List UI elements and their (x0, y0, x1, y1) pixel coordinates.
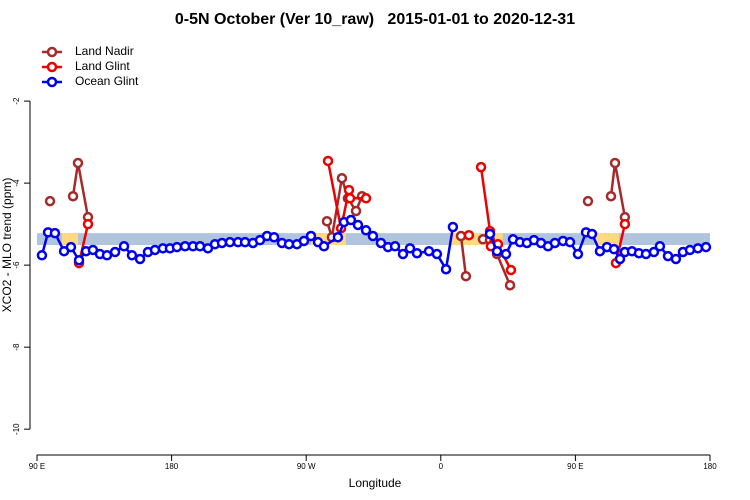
x-tick-label: 180 (703, 462, 717, 471)
y-tick-label: -6 (12, 261, 21, 269)
data-point (65, 241, 77, 253)
data-point (411, 247, 423, 259)
y-tick-label: -2 (12, 97, 21, 105)
data-point (345, 214, 357, 226)
data-point (101, 250, 113, 261)
data-point (352, 219, 364, 231)
data-point (72, 157, 84, 169)
data-point (109, 246, 121, 258)
data-point (463, 229, 475, 241)
data-point (504, 279, 516, 291)
x-tick-label: 90 E (567, 462, 583, 471)
legend-item: Ocean Glint (42, 74, 139, 88)
data-point (298, 235, 310, 247)
y-axis-title: XCO2 - MLO trend (ppm) (0, 178, 14, 313)
data-point (440, 263, 452, 275)
data-point (700, 241, 712, 253)
data-point (36, 250, 48, 261)
data-point (475, 161, 487, 173)
data-point (49, 227, 61, 239)
legend-item: Land Nadir (42, 44, 134, 58)
data-point (564, 236, 576, 248)
data-point (332, 231, 344, 243)
data-point (322, 155, 334, 167)
data-point (318, 241, 330, 252)
data-point (224, 236, 236, 248)
data-point (549, 237, 561, 249)
data-point (118, 241, 130, 252)
data-point (149, 244, 161, 256)
data-point (82, 218, 94, 230)
x-axis-title: Longitude (349, 476, 402, 490)
data-point (67, 190, 79, 202)
legend-marker (46, 61, 58, 73)
data-point (73, 254, 85, 266)
y-tick-label: -8 (12, 343, 21, 351)
data-point (670, 253, 682, 265)
data-point (360, 193, 372, 204)
data-point (305, 230, 317, 242)
data-point (404, 243, 416, 254)
data-point (389, 241, 401, 252)
data-point (619, 218, 631, 230)
highlight (594, 233, 619, 246)
x-tick-label: 0 (439, 462, 444, 471)
data-point (134, 253, 146, 265)
data-point (343, 184, 355, 196)
y-tick-label: -4 (12, 179, 21, 187)
chart-title: 0-5N October (Ver 10_raw) 2015-01-01 to … (175, 11, 575, 28)
data-point (614, 253, 626, 265)
data-point (500, 248, 512, 260)
data-point (582, 195, 594, 207)
data-point (350, 205, 362, 217)
data-point (692, 243, 704, 254)
data-point (171, 241, 183, 253)
data-point (654, 241, 666, 252)
data-point (126, 250, 138, 261)
legend-label: Ocean Glint (75, 74, 139, 88)
data-point (447, 221, 459, 233)
data-point (397, 248, 409, 260)
data-point (505, 264, 517, 276)
legend-item: Land Glint (42, 59, 130, 73)
legend-label: Land Glint (75, 59, 130, 73)
data-point (344, 193, 356, 204)
data-point (648, 246, 660, 258)
data-point (491, 245, 503, 257)
y-tick-label: -10 (12, 423, 21, 435)
data-point (367, 230, 379, 242)
data-point (336, 172, 348, 184)
data-point (572, 248, 584, 260)
data-point (605, 190, 617, 202)
highlight (449, 233, 503, 246)
data-point (268, 231, 280, 243)
x-tick-label: 90 W (297, 462, 316, 471)
legend-marker (46, 46, 58, 58)
legend-label: Land Nadir (75, 44, 134, 58)
highlight (61, 233, 78, 246)
x-tick-label: 90 E (29, 462, 45, 471)
legend-marker (46, 76, 58, 88)
data-point (360, 225, 372, 236)
data-point (431, 248, 443, 260)
data-point (321, 216, 333, 227)
data-point (608, 243, 620, 255)
data-point (460, 270, 472, 282)
data-point (484, 228, 496, 240)
data-point (44, 195, 56, 207)
x-tick-label: 180 (165, 462, 179, 471)
data-point (684, 244, 696, 256)
data-point (609, 157, 621, 169)
data-point (586, 228, 598, 240)
